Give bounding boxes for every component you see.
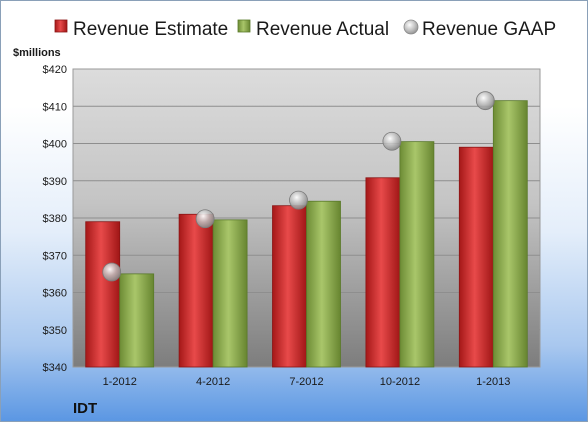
x-tick-label: 4-2012 bbox=[196, 376, 230, 388]
estimate-bar bbox=[458, 146, 494, 368]
legend-label-estimate: Revenue Estimate bbox=[73, 19, 228, 40]
legend-item-actual: Revenue Actual bbox=[237, 19, 389, 40]
gaap-marker bbox=[475, 91, 495, 111]
estimate-bar bbox=[365, 177, 401, 368]
y-tick-label: $350 bbox=[43, 325, 67, 337]
y-axis-unit-label: $millions bbox=[13, 47, 61, 59]
estimate-bar bbox=[178, 213, 214, 368]
gaap-marker bbox=[195, 209, 215, 229]
actual-bar bbox=[212, 219, 248, 368]
gaap-marker bbox=[289, 190, 308, 210]
legend-label-actual: Revenue Actual bbox=[256, 19, 389, 40]
legend-swatch-estimate bbox=[54, 19, 68, 33]
x-axis-ticks: 1-2012 4-2012 7-2012 10-2012 1-2013 bbox=[103, 376, 511, 388]
gaap-marker bbox=[382, 131, 402, 151]
actual-bar bbox=[492, 100, 528, 368]
actual-bar bbox=[119, 273, 155, 368]
bars bbox=[85, 100, 528, 368]
actual-bar bbox=[306, 200, 341, 368]
x-tick-label: 1-2013 bbox=[476, 376, 510, 388]
y-tick-label: $420 bbox=[43, 64, 67, 76]
company-ticker: IDT bbox=[73, 400, 97, 417]
y-tick-label: $370 bbox=[43, 250, 67, 262]
legend-swatch-actual bbox=[237, 19, 251, 33]
legend-item-estimate: Revenue Estimate bbox=[54, 19, 228, 40]
y-tick-label: $340 bbox=[43, 362, 67, 374]
estimate-bar bbox=[272, 205, 307, 368]
y-tick-label: $400 bbox=[43, 139, 67, 151]
y-axis-ticks: $340 $350 $360 $370 $380 $390 $400 $410 $420 bbox=[43, 64, 67, 374]
legend-item-gaap: Revenue GAAP bbox=[403, 19, 556, 40]
y-tick-label: $410 bbox=[43, 101, 67, 113]
x-tick-label: 1-2012 bbox=[103, 376, 137, 388]
y-tick-label: $380 bbox=[43, 213, 67, 225]
gaap-marker bbox=[102, 262, 122, 282]
actual-bar bbox=[399, 141, 435, 368]
legend-label-gaap: Revenue GAAP bbox=[422, 19, 556, 40]
legend-swatch-gaap bbox=[403, 19, 419, 35]
legend: Revenue Estimate Revenue Actual Revenue … bbox=[54, 19, 556, 40]
x-tick-label: 7-2012 bbox=[289, 376, 323, 388]
x-tick-label: 10-2012 bbox=[380, 376, 420, 388]
y-tick-label: $360 bbox=[43, 288, 67, 300]
gaap-markers bbox=[102, 91, 495, 282]
estimate-bar bbox=[85, 221, 121, 368]
y-tick-label: $390 bbox=[43, 176, 67, 188]
